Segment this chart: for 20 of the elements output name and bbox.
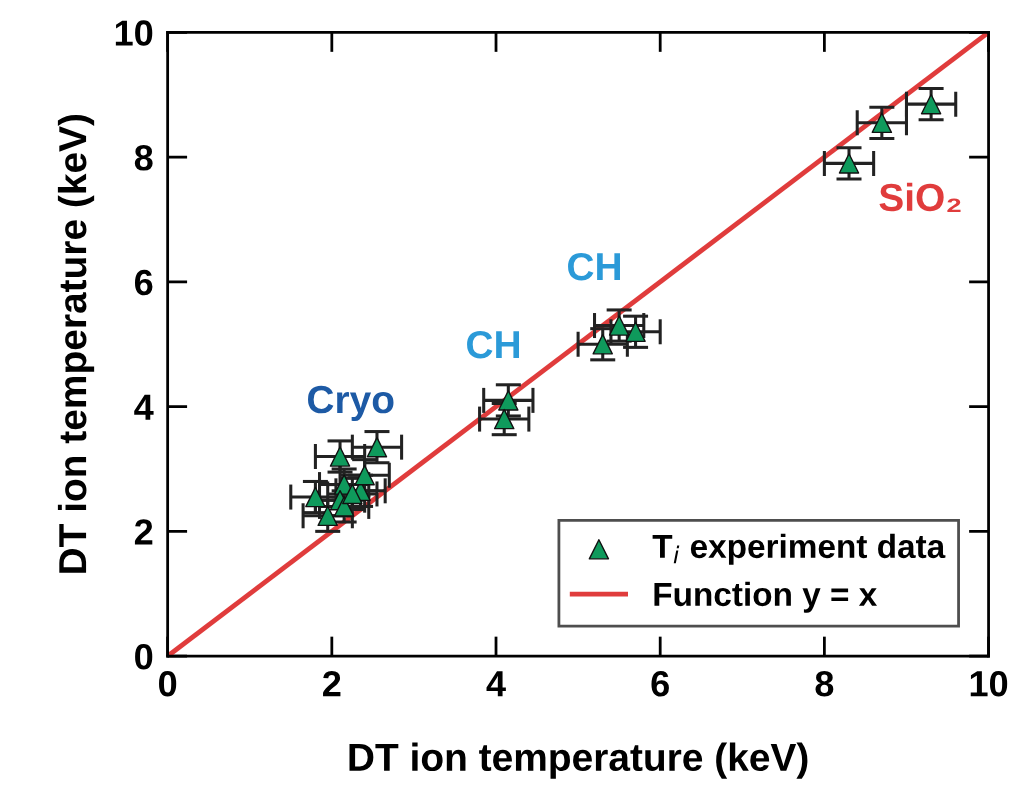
x-tick-label: 4 (486, 671, 506, 697)
legend-label: Function y = x (654, 581, 878, 613)
y-tick-label: 4 (134, 394, 154, 420)
x-tick-label: 2 (323, 670, 341, 697)
x-tick-label: 0 (159, 670, 177, 697)
annotation: Cryo (308, 385, 394, 421)
annotation: CH (568, 252, 620, 281)
x-tick-label: 8 (815, 670, 834, 697)
x-tick-label: 10 (970, 670, 1008, 697)
y-tick-label: 8 (134, 145, 153, 171)
y-tick-label: 0 (135, 643, 153, 670)
y-tick-label: 6 (134, 269, 153, 296)
annotation: SiO₂ (879, 182, 961, 213)
annotation: CH (467, 330, 520, 359)
x-tick-label: 6 (651, 670, 669, 697)
legend-label: T$_{i}$ experiment data (652, 533, 946, 565)
y-axis-title: DT ion temperature (keV) (57, 114, 95, 573)
x-axis-title: DT ion temperature (keV) (349, 742, 808, 779)
y-tick-label: 2 (134, 519, 153, 545)
y-tick-label: 10 (115, 20, 153, 46)
